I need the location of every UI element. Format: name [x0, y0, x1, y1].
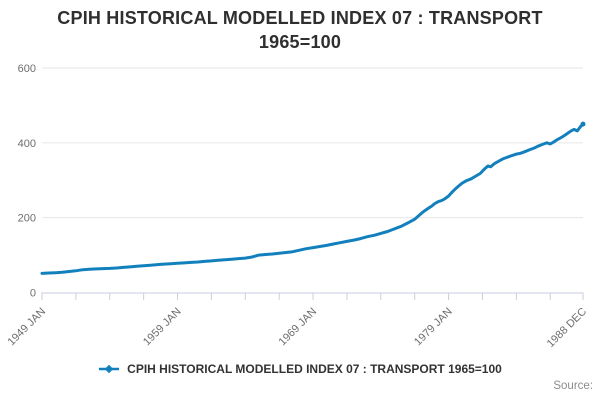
- source-label: Source:: [553, 380, 593, 392]
- x-axis-label: 1959 JAN: [141, 306, 184, 349]
- series-line: [40, 122, 585, 275]
- x-axis-label: 1979 JAN: [412, 306, 455, 349]
- chart-title: CPIH HISTORICAL MODELLED INDEX 07 : TRAN…: [0, 6, 600, 54]
- x-axis-label: 1969 JAN: [277, 306, 320, 349]
- legend-line-marker-icon: [98, 364, 120, 374]
- legend[interactable]: CPIH HISTORICAL MODELLED INDEX 07 : TRAN…: [0, 362, 600, 376]
- x-axis-label: 1988 DEC: [545, 306, 589, 350]
- chart-title-line1: CPIH HISTORICAL MODELLED INDEX 07 : TRAN…: [57, 8, 543, 28]
- y-axis-label: 0: [30, 288, 36, 300]
- y-axis-label: 400: [18, 138, 36, 150]
- series-end-marker: [580, 121, 586, 127]
- y-axis-label: 200: [18, 213, 36, 225]
- y-axis-label: 600: [18, 63, 36, 75]
- legend-series-label[interactable]: CPIH HISTORICAL MODELLED INDEX 07 : TRAN…: [127, 362, 502, 376]
- chart-title-line2: 1965=100: [258, 32, 342, 52]
- x-axis-label: 1949 JAN: [5, 306, 48, 349]
